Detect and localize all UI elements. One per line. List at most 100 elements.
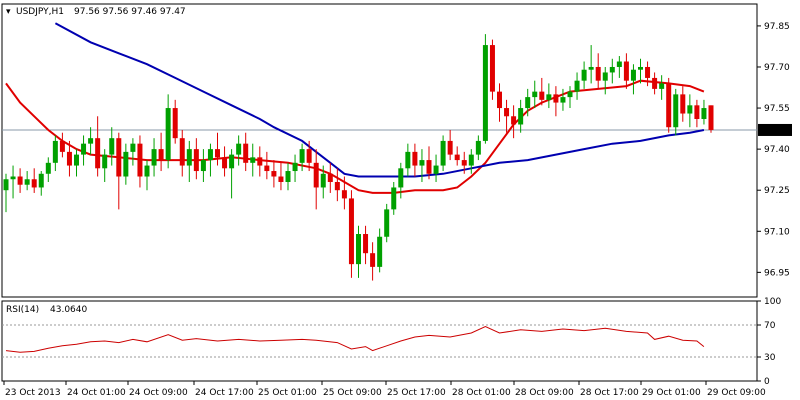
candle [511,105,517,139]
rsi-pane-frame [1,300,758,382]
candle [278,162,284,191]
candle [553,86,559,117]
candle-body [616,61,622,67]
candle-body [320,173,326,188]
candle [207,143,213,177]
price-tick-label: 97.55 [764,104,790,114]
candle-body [454,154,460,161]
candle-body [433,165,439,174]
candle [687,94,693,128]
candle [447,129,453,161]
candle [701,99,707,125]
candle-body [278,176,284,182]
candle-body [701,108,707,120]
moving-average-slow-line [54,22,705,178]
candle-body [426,160,432,174]
candle-body [609,66,615,73]
candle [88,127,94,155]
time-tick-label: 28 Oct 01:00 [452,388,511,398]
candle [518,99,524,133]
candle-body [165,108,171,161]
candle [10,165,16,199]
candle-body [370,253,376,267]
candle [257,146,263,177]
candle [306,140,312,172]
candle [602,66,608,95]
candle-body [518,108,524,125]
candle [313,149,319,210]
candle-body [630,69,636,81]
candle [327,162,333,193]
candle [370,242,376,281]
candle-body [172,108,178,139]
candle-body [680,94,686,114]
candle-body [95,138,101,169]
candle-body [539,91,545,100]
candle [186,140,192,182]
candle [384,203,390,243]
candle-body [419,160,425,166]
candle-body [285,171,291,182]
candle-body [356,234,361,265]
current-price-badge [758,123,792,136]
candle [525,88,531,117]
candle [215,132,220,166]
candle [348,190,354,278]
rsi-tick-label: 70 [764,321,776,331]
candle [24,171,30,191]
candle-body [574,80,580,92]
candle [433,154,439,182]
candle [588,45,594,84]
candle-body [292,162,298,172]
candle [623,53,629,89]
candle-body [179,138,185,166]
candle-body [525,97,531,109]
candle-body [341,190,347,199]
candle [45,157,51,182]
time-tick-label: 25 Oct 01:00 [258,388,317,398]
candle [532,80,538,109]
candle-body [553,94,559,103]
candle-body [299,149,305,163]
collapse-arrow-icon[interactable]: ▾ [6,7,11,17]
candle-body [144,165,150,177]
candle-body [250,157,256,163]
candle [645,61,651,87]
candle-body [81,143,87,155]
candle-body [652,77,658,89]
candle-body [602,72,608,81]
candle [74,149,79,177]
candle-body [102,154,108,169]
candle-body [398,168,404,188]
candle [391,181,397,215]
rsi-line [5,326,705,353]
candle [130,138,136,166]
candle-body [560,97,566,103]
candle [405,143,411,177]
candle [102,149,108,182]
candle [222,146,228,177]
candle-body [447,140,453,155]
price-tick-label: 97.25 [764,186,790,196]
time-tick-label: 29 Oct 09:00 [707,388,766,398]
candle-body [31,179,37,188]
candle [334,168,340,202]
candle-body [645,66,651,78]
candle-body [348,198,354,265]
candle [638,58,643,84]
candle-body [200,160,206,172]
candle [179,129,185,177]
candle-body [708,105,714,130]
candle [595,53,601,89]
candle-body [687,105,693,114]
candle [299,143,305,172]
candle [59,132,65,158]
candle [356,225,361,278]
candle-body [504,108,510,117]
candle [630,64,636,95]
candle-body [482,45,488,141]
candle [454,146,460,166]
candle [320,165,326,199]
candle-body [236,143,242,155]
candle-body [581,69,587,81]
